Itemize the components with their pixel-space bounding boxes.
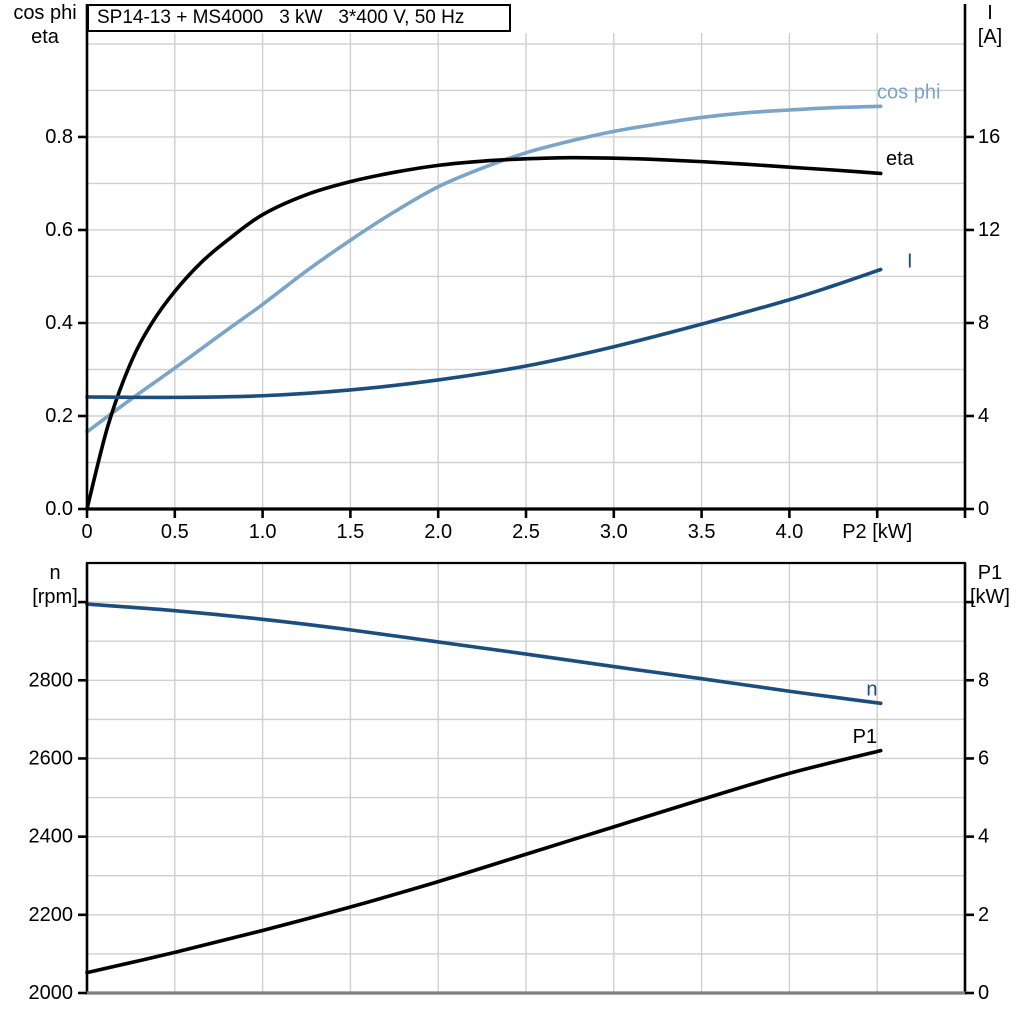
x-tick-label: 1.0 — [249, 521, 277, 543]
axes: 0.0 0.2 0.4 0.6 0.8 0 4 8 12 16 0 0.5 1.0 1.5 2.0 2.5 3.… — [45, 4, 1000, 543]
right-tick-label: 12 — [978, 219, 1000, 241]
left-tick-label: 0.4 — [45, 312, 73, 334]
left-tick-label: 0.8 — [45, 126, 73, 148]
bottom-right-axis-title: P1 [kW] — [963, 561, 1017, 609]
p1-axis-label: P1 — [977, 562, 1003, 584]
x-axis-title: P2 [kW] — [842, 521, 912, 543]
bottom-left-axis-title: n [rpm] — [10, 561, 100, 609]
bottom-chart: n P1 2000 2200 2400 2600 2800 0 2 4 6 8 — [29, 561, 989, 1004]
x-tick-label: 3.5 — [688, 521, 716, 543]
left-tick-label: 2800 — [29, 669, 74, 691]
cos-phi-axis-label: cos phi — [13, 2, 77, 24]
eta-axis-label: eta — [31, 26, 59, 48]
curve-cos-phi — [85, 104, 883, 434]
left-tick-label: 2400 — [29, 826, 74, 848]
axes: 2000 2200 2400 2600 2800 0 2 4 6 8 — [29, 561, 989, 1004]
x-tick-label: 0.5 — [161, 521, 189, 543]
series-group: cos phi eta I — [85, 81, 940, 511]
curve-I — [85, 267, 883, 400]
right-tick-label: 4 — [978, 405, 989, 427]
curve-eta — [85, 155, 883, 511]
x-tick-label: 2.5 — [512, 521, 540, 543]
current-axis-label: I — [987, 2, 993, 24]
curve-label-n: n — [866, 679, 877, 701]
x-tick-label: 3.0 — [600, 521, 628, 543]
left-tick-label: 0.6 — [45, 219, 73, 241]
x-tick-label: 1.5 — [336, 521, 364, 543]
gridlines — [87, 33, 965, 509]
right-tick-label: 0 — [978, 498, 989, 520]
curve-label-P1: P1 — [853, 726, 877, 748]
top-chart: cos phi eta I 0.0 0.2 0.4 0.6 0.8 0 4 8 12 16 0 0.5 1.0… — [45, 4, 1000, 543]
current-unit-label: [A] — [977, 26, 1003, 48]
speed-axis-label: n — [49, 562, 61, 584]
right-tick-label: 2 — [978, 904, 989, 926]
x-tick-label: 2.0 — [424, 521, 452, 543]
x-tick-label: 0 — [81, 521, 92, 543]
gridlines — [87, 563, 965, 993]
curve-label-cos-phi: cos phi — [877, 81, 940, 103]
right-tick-label: 8 — [978, 312, 989, 334]
right-tick-label: 8 — [978, 669, 989, 691]
top-right-axis-title: I [A] — [963, 1, 1017, 49]
left-tick-label: 2000 — [29, 982, 74, 1004]
right-tick-label: 4 — [978, 826, 989, 848]
top-left-axis-title: cos phi eta — [0, 1, 90, 49]
speed-unit-label: [rpm] — [32, 586, 78, 608]
left-tick-label: 2600 — [29, 747, 74, 769]
left-tick-label: 0.2 — [45, 405, 73, 427]
curve-n — [85, 602, 883, 706]
right-tick-label: 0 — [978, 982, 989, 1004]
p1-unit-label: [kW] — [970, 586, 1010, 608]
right-tick-label: 6 — [978, 747, 989, 769]
curve-P1 — [85, 748, 883, 975]
series-group: n P1 — [85, 602, 883, 975]
right-tick-label: 16 — [978, 126, 1000, 148]
left-tick-label: 0.0 — [45, 498, 73, 520]
left-tick-label: 2200 — [29, 904, 74, 926]
chart-title-box: SP14-13 + MS4000 3 kW 3*400 V, 50 Hz — [87, 4, 511, 32]
curve-label-eta: eta — [886, 148, 915, 170]
curve-label-I: I — [907, 250, 913, 272]
x-tick-label: 4.0 — [775, 521, 803, 543]
